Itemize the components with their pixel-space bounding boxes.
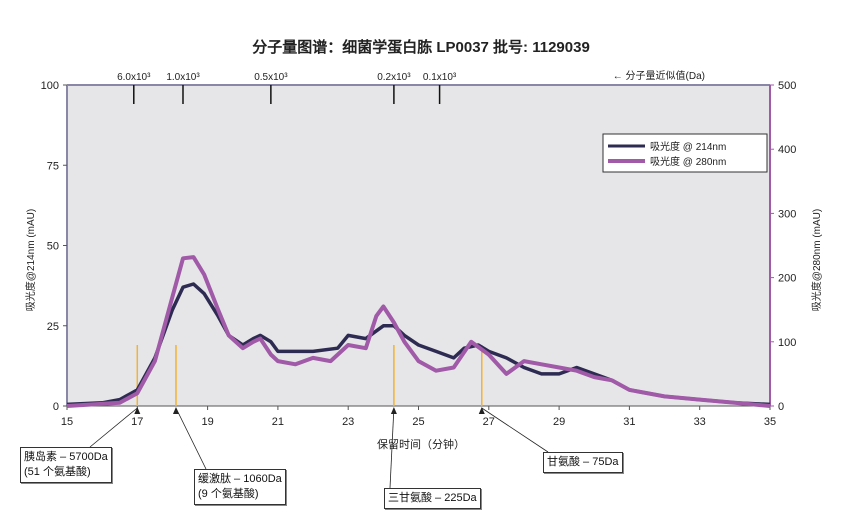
x-tick-label: 29 — [553, 416, 565, 428]
y-tick-label: 100 — [41, 80, 59, 92]
annotation-arrow — [481, 407, 549, 453]
x-tick-label: 15 — [61, 416, 73, 428]
y2-tick-label: 300 — [778, 208, 796, 220]
y-tick-label: 0 — [53, 401, 59, 413]
chart-title: 分子量图谱：细菌学蛋白胨 LP0037 批号: 1129039 — [252, 38, 590, 56]
y2-axis-label: 吸光度@280nm (mAU) — [810, 209, 823, 311]
annotation-insulin: 胰岛素 – 5700Da (51 个氨基酸) — [20, 447, 112, 483]
legend — [602, 133, 768, 173]
annotation-arrow — [389, 407, 395, 489]
x-tick-label: 25 — [412, 416, 424, 428]
y2-tick-label: 200 — [778, 273, 796, 285]
annotation-glycine: 甘氨酸 – 75Da — [543, 452, 623, 473]
legend-label: 吸光度 @ 214nm — [650, 140, 726, 153]
x-tick-label: 19 — [201, 416, 213, 428]
annotation-arrow — [175, 407, 207, 470]
y2-tick-label: 500 — [778, 80, 796, 92]
series-line-280nm — [66, 255, 771, 408]
mw-marker-label: 0.1x10³ — [423, 72, 457, 83]
arrowhead — [478, 407, 485, 414]
y2-tick-label: 0 — [778, 401, 784, 413]
mw-marker-label: 0.2x10³ — [377, 72, 411, 83]
y2-tick-label: 400 — [778, 144, 796, 156]
arrowhead — [134, 407, 141, 414]
y-axis-label: 吸光度@214nm (mAU) — [24, 209, 37, 311]
x-tick-label: 21 — [272, 416, 284, 428]
mw-marker-label: 6.0x10³ — [117, 72, 151, 83]
x-axis-label: 保留时间（分钟） — [377, 437, 465, 451]
arrowhead — [172, 407, 179, 414]
y2-tick-label: 100 — [778, 337, 796, 349]
y-tick-label: 75 — [47, 160, 59, 172]
annotation-bradykinin: 缓激肽 – 1060Da (9 个氨基酸) — [194, 469, 286, 505]
annotation-triglycine: 三甘氨酸 – 225Da — [384, 488, 481, 509]
legend-label: 吸光度 @ 280nm — [650, 155, 726, 168]
arrowhead — [390, 407, 397, 414]
x-tick-label: 33 — [694, 416, 706, 428]
top-axis-label: ← 分子量近似值(Da) — [613, 69, 705, 82]
series-line-214nm — [66, 282, 771, 407]
mw-marker-label: 0.5x10³ — [254, 72, 288, 83]
annotation-arrow — [89, 407, 138, 448]
mw-marker-label: 1.0x10³ — [166, 72, 200, 83]
x-tick-label: 23 — [342, 416, 354, 428]
x-tick-label: 27 — [483, 416, 495, 428]
x-tick-label: 31 — [623, 416, 635, 428]
x-tick-label: 35 — [764, 416, 776, 428]
y-tick-label: 25 — [47, 321, 59, 333]
x-tick-label: 17 — [131, 416, 143, 428]
y-tick-label: 50 — [47, 241, 59, 253]
